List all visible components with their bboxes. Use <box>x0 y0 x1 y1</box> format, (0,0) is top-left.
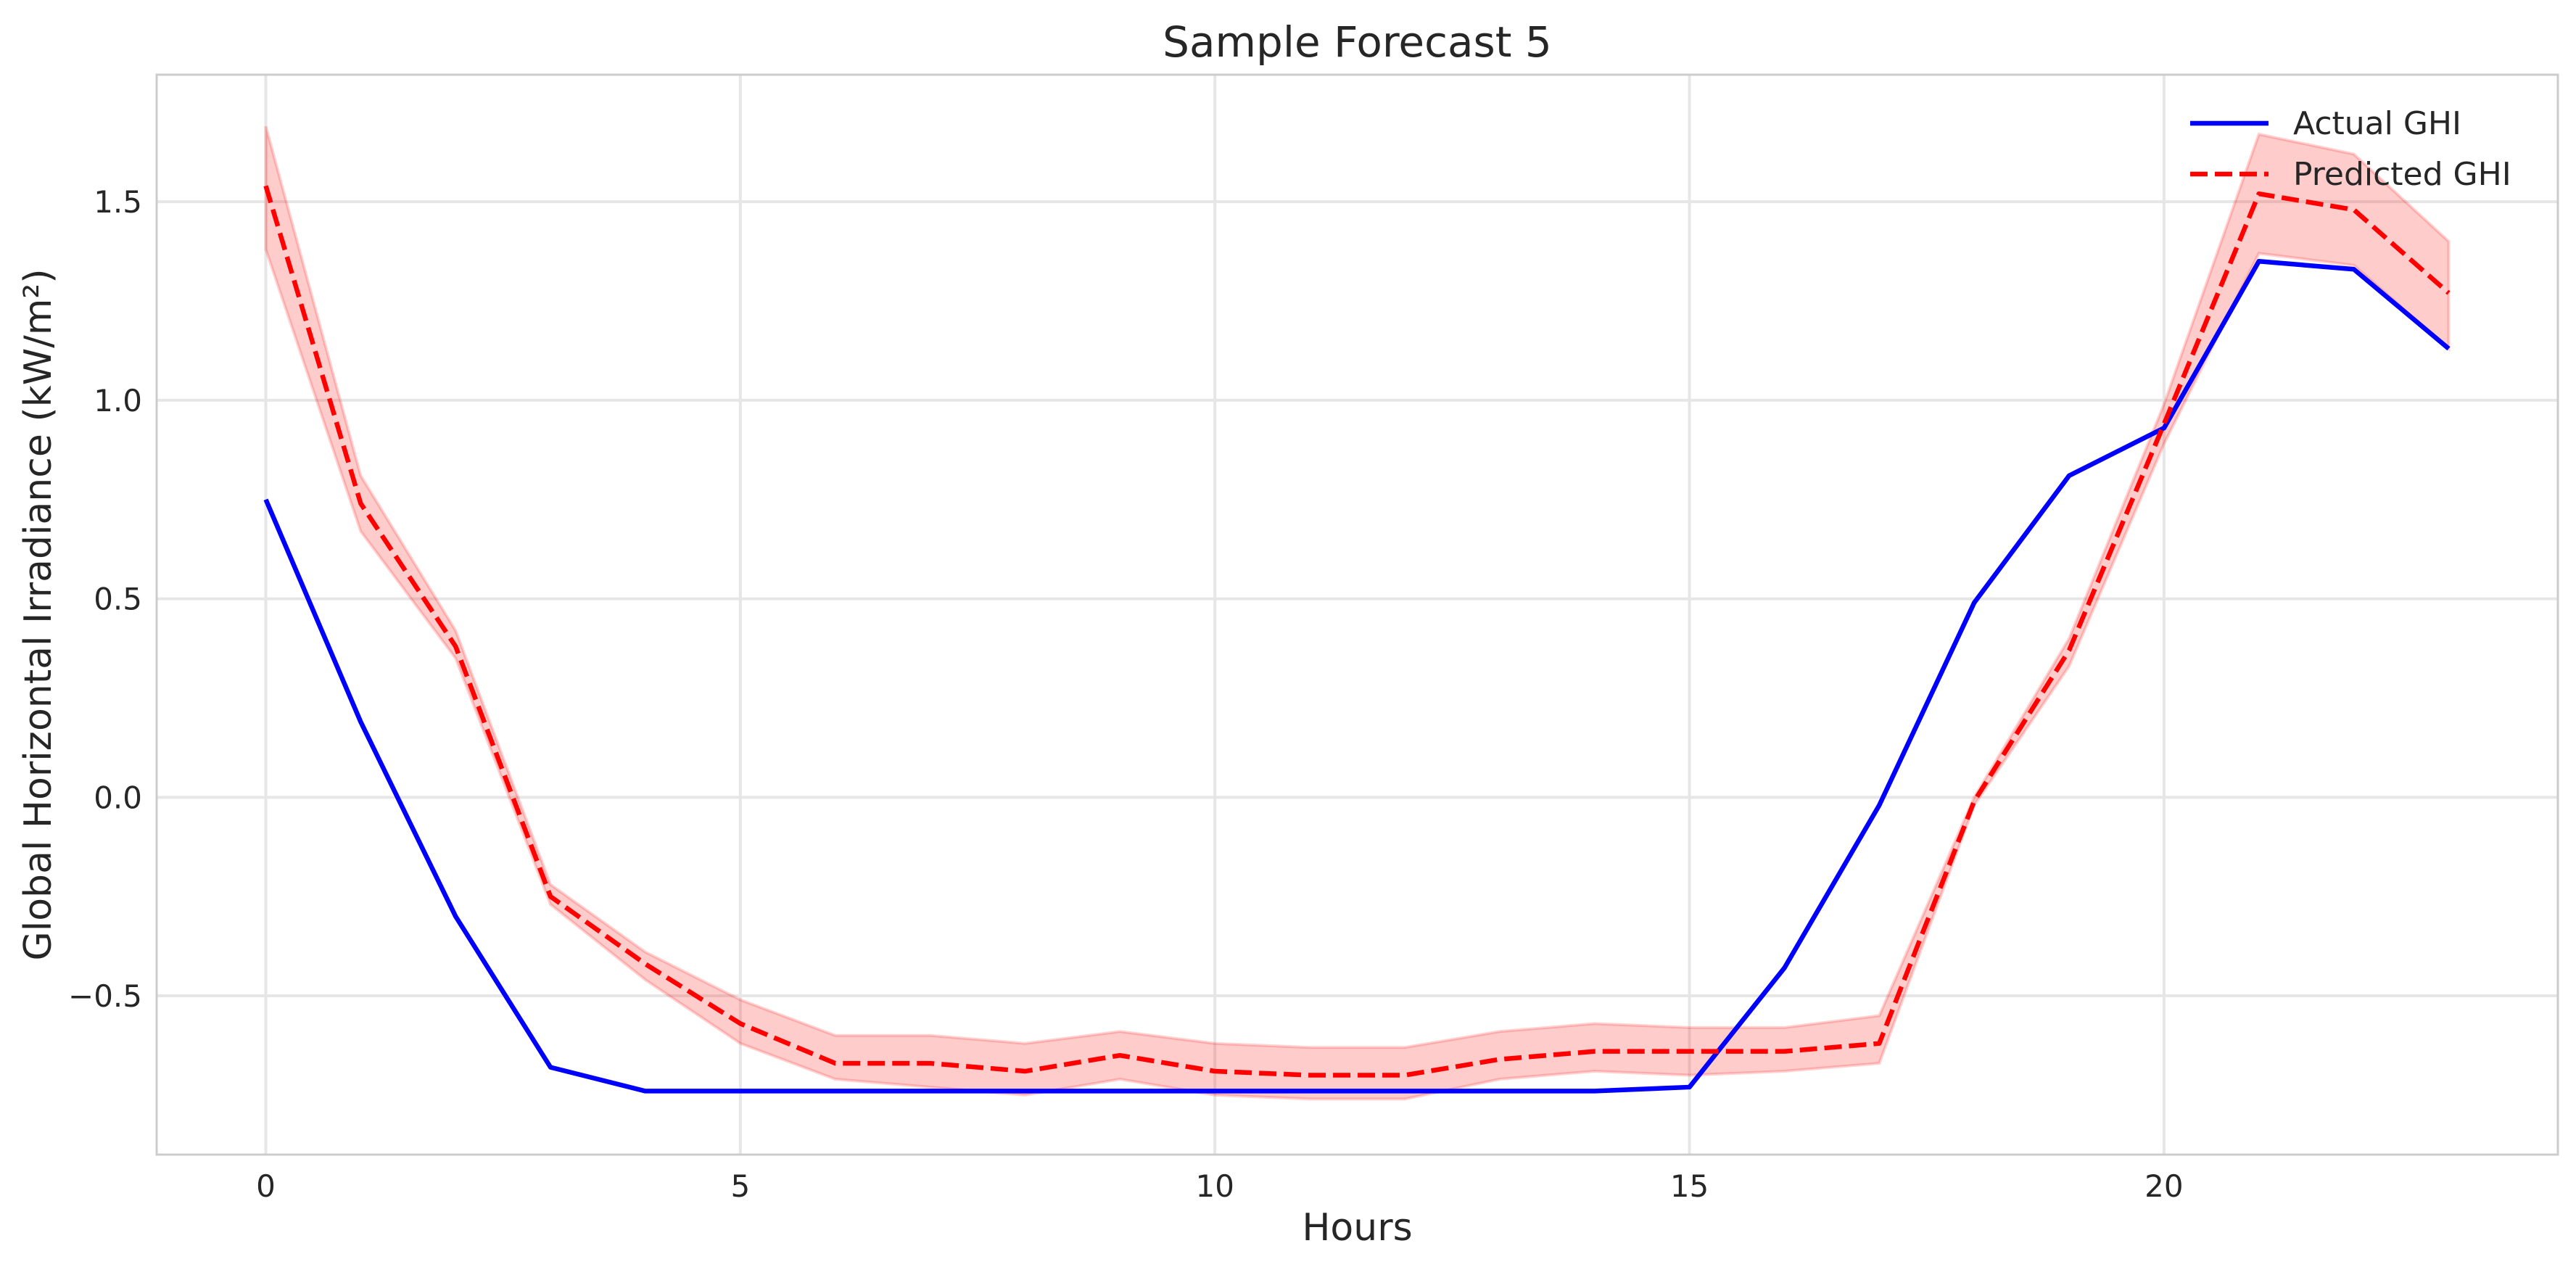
chart-title: Sample Forecast 5 <box>1163 17 1552 67</box>
y-axis-ticks: −0.5 0.0 0.5 1.0 1.5 <box>68 184 142 1014</box>
plot-frame <box>155 73 2559 1156</box>
series-lines <box>263 185 2451 1094</box>
y-axis-label: Global Horizontal Irradiance (kW/m²) <box>17 268 60 960</box>
x-tick-label: 15 <box>1670 1168 1709 1204</box>
y-tick-label: 0.5 <box>94 582 142 617</box>
x-tick-label: 10 <box>1195 1168 1234 1204</box>
legend: Actual GHI Predicted GHI <box>2190 105 2511 193</box>
y-tick-label: −0.5 <box>68 978 142 1014</box>
x-tick-label: 0 <box>256 1168 276 1204</box>
y-tick-label: 0.0 <box>94 780 142 815</box>
series-line-predicted-ghi <box>263 185 2451 1078</box>
x-axis-ticks: 0 5 10 15 20 <box>256 1168 2183 1204</box>
legend-label-actual-ghi: Actual GHI <box>2293 105 2461 142</box>
legend-label-predicted-ghi: Predicted GHI <box>2293 156 2511 193</box>
x-axis-label: Hours <box>1302 1206 1412 1250</box>
y-tick-label: 1.5 <box>94 184 142 220</box>
y-tick-label: 1.0 <box>94 383 142 418</box>
series-line-actual-ghi <box>263 259 2451 1094</box>
grid-lines <box>157 75 2558 1155</box>
x-tick-label: 5 <box>730 1168 750 1204</box>
x-tick-label: 20 <box>2144 1168 2183 1204</box>
